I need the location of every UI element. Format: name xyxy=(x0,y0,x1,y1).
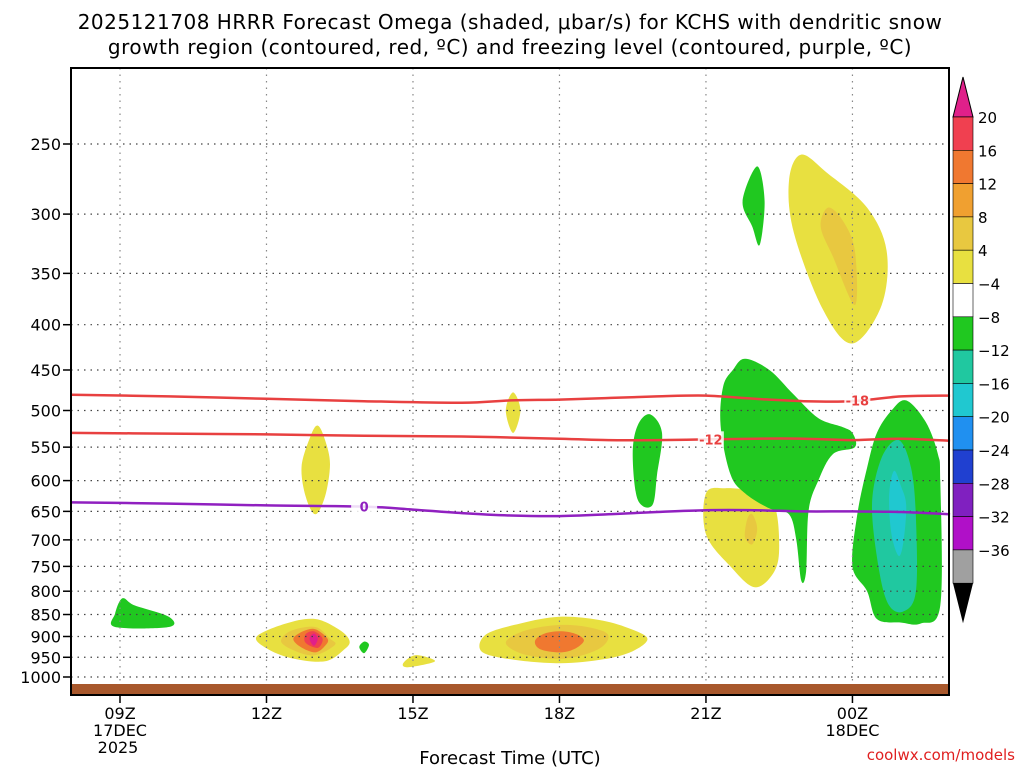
omega-region-neg4-15 xyxy=(110,598,175,629)
colorbar-level-label-4: 4 xyxy=(978,242,988,260)
y-tick-label-750: 750 xyxy=(30,557,61,576)
colorbar-bin-4 xyxy=(952,249,974,284)
omega-region-neg4-18 xyxy=(742,166,765,246)
y-tick-label-300: 300 xyxy=(30,205,61,224)
colorbar-level-label-13: −36 xyxy=(978,542,1010,560)
colorbar-bin-12 xyxy=(952,516,974,551)
temperature-contours: -18 -12 0 xyxy=(71,392,951,518)
y-tick-label-700: 700 xyxy=(30,531,61,550)
y-tick-label-450: 450 xyxy=(30,361,61,380)
plot-frame xyxy=(70,67,950,696)
contour-label-bg xyxy=(351,498,378,515)
contour-label-m18: -18 xyxy=(846,395,870,410)
colorbar-level-label-2: 12 xyxy=(978,176,997,194)
y-tick-label-500: 500 xyxy=(30,402,61,421)
y-tick-label-800: 800 xyxy=(30,582,61,601)
omega-region-pos8-14 xyxy=(820,207,858,306)
x-tick-label-18Z: 18Z xyxy=(544,704,575,723)
colorbar-bin-0 xyxy=(952,116,974,151)
colorbar-level-label-3: 8 xyxy=(978,209,988,227)
y-tick-label-600: 600 xyxy=(30,472,61,491)
y-tick-label-1000: 1000 xyxy=(20,668,61,687)
colorbar-bin-1 xyxy=(952,150,974,184)
contour-line-m18 xyxy=(71,393,951,404)
colorbar-level-label-11: −28 xyxy=(978,475,1010,493)
y-tick-label-550: 550 xyxy=(30,438,61,457)
colorbar-level-label-5: −4 xyxy=(978,276,1000,294)
omega-region-pos4-8 xyxy=(301,425,330,515)
omega-region-neg12-22 xyxy=(889,470,907,557)
omega-region-neg4-17 xyxy=(632,414,663,508)
y-tick-label-650: 650 xyxy=(30,502,61,521)
pressure-axis: 250 300 350 400 450 500 550 600 650 700 750 800 850 9… xyxy=(20,135,71,687)
colorbar: 20 16 12 8 4 −4 −8 −12 −16 −20 −24 −28 −32 −36 xyxy=(952,76,1010,624)
x-tick-label-09Z: 09Z xyxy=(104,704,135,723)
chart-title-line2: growth region (contoured, red, ºC) and f… xyxy=(108,35,912,59)
ground-surface-bar xyxy=(71,684,949,695)
colorbar-level-label-12: −32 xyxy=(978,509,1010,527)
colorbar-bin-10 xyxy=(952,449,974,484)
x-tick-year-2025: 2025 xyxy=(98,738,139,757)
colorbar-bin-6 xyxy=(952,316,974,351)
y-tick-label-850: 850 xyxy=(30,606,61,625)
x-tick-date-17DEC: 17DEC xyxy=(93,721,147,740)
contour-label-0: 0 xyxy=(360,501,369,516)
contour-line-m12 xyxy=(71,431,951,443)
colorbar-bin-7 xyxy=(952,349,974,384)
contour-label-bg xyxy=(697,431,724,448)
colorbar-level-label-9: −20 xyxy=(978,409,1010,427)
x-tick-date-18DEC: 18DEC xyxy=(825,721,879,740)
colorbar-bin-9 xyxy=(952,416,974,451)
x-tick-label-15Z: 15Z xyxy=(397,704,428,723)
colorbar-bin-3 xyxy=(952,216,974,251)
colorbar-level-label-0: 20 xyxy=(978,109,997,127)
colorbar-bin-11 xyxy=(952,482,974,517)
colorbar-level-label-1: 16 xyxy=(978,142,997,160)
omega-region-pos4-9 xyxy=(505,392,521,433)
y-tick-label-400: 400 xyxy=(30,316,61,335)
omega-region-neg4-16 xyxy=(359,641,369,654)
colorbar-bin-5 xyxy=(952,283,974,318)
contour-label-m12: -12 xyxy=(699,433,723,448)
x-tick-label-00Z: 00Z xyxy=(837,704,868,723)
x-tick-label-21Z: 21Z xyxy=(690,704,721,723)
y-tick-label-900: 900 xyxy=(30,627,61,646)
colorbar-bin-13 xyxy=(952,549,974,584)
colorbar-bin-2 xyxy=(952,183,974,218)
x-tick-label-12Z: 12Z xyxy=(251,704,282,723)
colorbar-level-label-10: −24 xyxy=(978,442,1010,460)
colorbar-level-label-6: −8 xyxy=(978,309,1000,327)
chart-title-line1: 2025121708 HRRR Forecast Omega (shaded, … xyxy=(78,10,943,34)
y-tick-label-950: 950 xyxy=(30,648,61,667)
colorbar-level-label-7: −12 xyxy=(978,342,1010,360)
y-tick-label-350: 350 xyxy=(30,264,61,283)
gridlines xyxy=(71,68,949,684)
omega-region-pos4-11 xyxy=(703,487,780,588)
omega-region-neg4-19 xyxy=(720,358,857,584)
colorbar-bottom-arrow xyxy=(953,583,973,624)
x-axis-label: Forecast Time (UTC) xyxy=(419,748,600,768)
omega-region-pos4-10 xyxy=(402,655,436,668)
colorbar-top-arrow xyxy=(952,76,974,118)
credit-label: coolwx.com/models xyxy=(867,746,1015,764)
y-tick-label-250: 250 xyxy=(30,135,61,154)
contour-label-bg xyxy=(844,392,871,409)
colorbar-level-label-8: −16 xyxy=(978,375,1010,393)
contour-line-0 xyxy=(71,501,951,518)
colorbar-bin-8 xyxy=(952,383,974,417)
omega-region-pos8-12 xyxy=(744,513,758,545)
